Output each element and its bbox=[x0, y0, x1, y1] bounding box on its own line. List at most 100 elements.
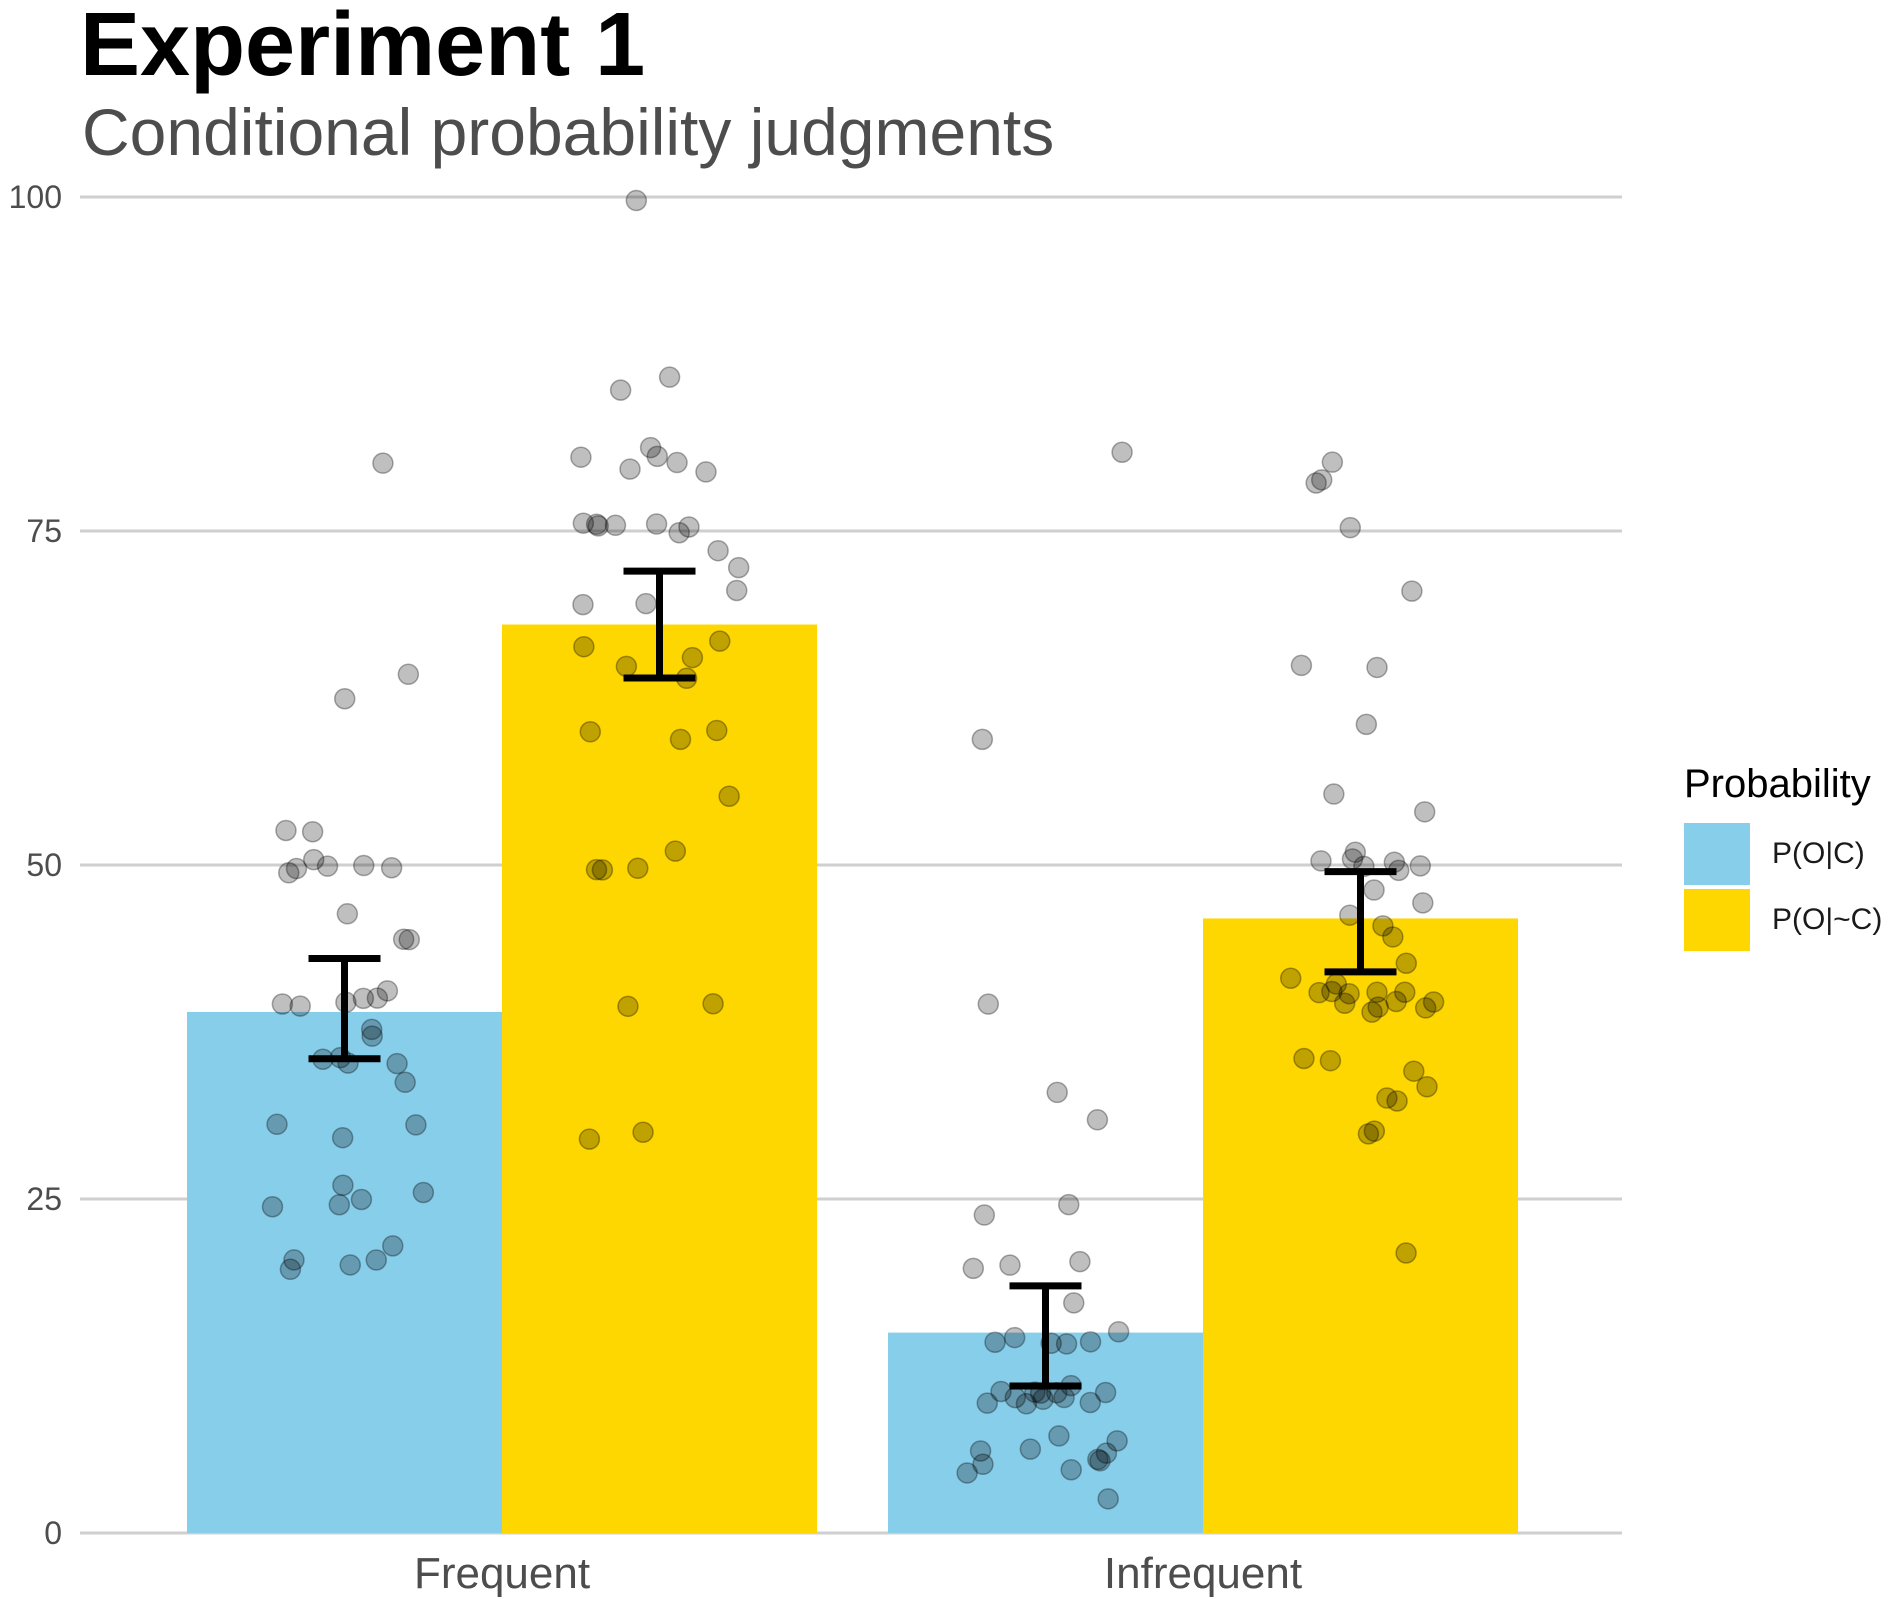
data-point bbox=[289, 995, 311, 1017]
data-point bbox=[1338, 982, 1360, 1005]
data-point bbox=[678, 516, 700, 538]
data-point bbox=[1416, 1075, 1438, 1098]
data-point bbox=[619, 458, 641, 480]
data-point bbox=[646, 445, 669, 468]
data-point bbox=[1055, 1333, 1078, 1355]
data-point bbox=[1357, 1123, 1380, 1145]
data-point bbox=[366, 987, 389, 1009]
data-point bbox=[1403, 1060, 1425, 1082]
data-point bbox=[956, 1462, 978, 1484]
data-point bbox=[645, 513, 668, 535]
data-point bbox=[681, 646, 704, 669]
chart-subtitle: Conditional probability judgments bbox=[82, 95, 1055, 169]
data-point bbox=[336, 903, 359, 925]
data-point bbox=[1344, 841, 1367, 864]
data-point bbox=[398, 928, 420, 951]
data-point bbox=[1363, 1120, 1386, 1142]
data-point bbox=[1385, 990, 1407, 1013]
data-point bbox=[1363, 879, 1385, 901]
data-point bbox=[1089, 1449, 1111, 1472]
data-point bbox=[604, 514, 627, 537]
data-point bbox=[1106, 1430, 1128, 1452]
data-point bbox=[392, 928, 415, 951]
y-tick-label-25: 25 bbox=[26, 1181, 62, 1217]
data-point bbox=[1305, 472, 1327, 494]
data-point bbox=[279, 1258, 302, 1281]
chart-title: Experiment 1 bbox=[80, 0, 646, 95]
data-point bbox=[412, 1181, 435, 1204]
data-point bbox=[376, 980, 399, 1002]
data-point bbox=[1413, 801, 1436, 823]
data-point bbox=[591, 859, 614, 881]
legend-item-poc: P(O|C) bbox=[1684, 821, 1882, 887]
data-point bbox=[352, 854, 375, 877]
data-point bbox=[1401, 580, 1423, 602]
data-point bbox=[339, 1254, 361, 1276]
data-point bbox=[1310, 469, 1333, 491]
data-point bbox=[1015, 1393, 1038, 1415]
data-point bbox=[615, 655, 638, 678]
data-point bbox=[405, 1114, 427, 1136]
y-tick-label-0: 0 bbox=[44, 1515, 62, 1551]
data-point bbox=[1069, 1250, 1091, 1273]
data-point bbox=[702, 992, 724, 1015]
data-point bbox=[1019, 1438, 1042, 1460]
data-point bbox=[972, 1453, 994, 1476]
legend-item-ponc: P(O|~C) bbox=[1684, 887, 1882, 953]
data-point bbox=[1079, 1331, 1102, 1353]
data-point bbox=[1319, 1049, 1342, 1072]
data-point bbox=[709, 630, 731, 652]
data-point bbox=[971, 728, 994, 751]
data-point bbox=[352, 987, 375, 1010]
data-point bbox=[278, 862, 300, 884]
data-point bbox=[1386, 1090, 1408, 1112]
data-point bbox=[1032, 1388, 1054, 1411]
data-point bbox=[1339, 516, 1362, 539]
data-point bbox=[625, 189, 648, 212]
x-category-label-frequent: Frequent bbox=[414, 1549, 590, 1598]
data-point bbox=[285, 857, 308, 880]
bar-infrequent-series-1 bbox=[1203, 918, 1518, 1533]
data-point bbox=[1060, 1458, 1082, 1481]
data-point bbox=[635, 592, 657, 615]
data-point bbox=[669, 728, 692, 751]
legend-label-poc: P(O|C) bbox=[1772, 837, 1865, 870]
data-point bbox=[261, 1196, 284, 1218]
data-point bbox=[1048, 1425, 1070, 1447]
data-point bbox=[984, 1331, 1006, 1353]
data-point bbox=[585, 858, 608, 881]
data-point bbox=[331, 1126, 354, 1149]
data-point bbox=[361, 1025, 383, 1047]
data-point bbox=[1395, 1242, 1417, 1264]
data-point bbox=[1412, 892, 1434, 914]
data-point bbox=[1087, 1448, 1109, 1471]
legend-title: Probability bbox=[1684, 762, 1871, 806]
data-point bbox=[1361, 1001, 1383, 1023]
data-point bbox=[609, 379, 632, 401]
data-point bbox=[1323, 783, 1345, 805]
data-point bbox=[706, 719, 728, 742]
data-point bbox=[382, 1235, 404, 1257]
data-point bbox=[999, 1254, 1021, 1276]
data-point bbox=[1367, 996, 1389, 1018]
data-point bbox=[718, 785, 740, 807]
data-point bbox=[695, 461, 717, 483]
data-point bbox=[977, 993, 1000, 1015]
data-point bbox=[1333, 992, 1356, 1014]
data-point bbox=[1414, 997, 1437, 1019]
data-point bbox=[668, 521, 690, 544]
y-tick-label-100: 100 bbox=[9, 179, 62, 215]
data-point bbox=[1310, 850, 1332, 872]
data-point bbox=[372, 452, 394, 474]
data-point bbox=[380, 856, 403, 879]
data-point bbox=[578, 1128, 601, 1150]
data-point bbox=[1004, 1386, 1027, 1409]
data-point bbox=[725, 579, 748, 602]
data-point bbox=[1409, 855, 1432, 877]
data-point bbox=[316, 855, 339, 877]
data-point bbox=[1063, 1292, 1085, 1314]
x-category-label-infrequent: Infrequent bbox=[1104, 1549, 1302, 1598]
data-point bbox=[969, 1440, 992, 1462]
data-point bbox=[1366, 656, 1388, 679]
